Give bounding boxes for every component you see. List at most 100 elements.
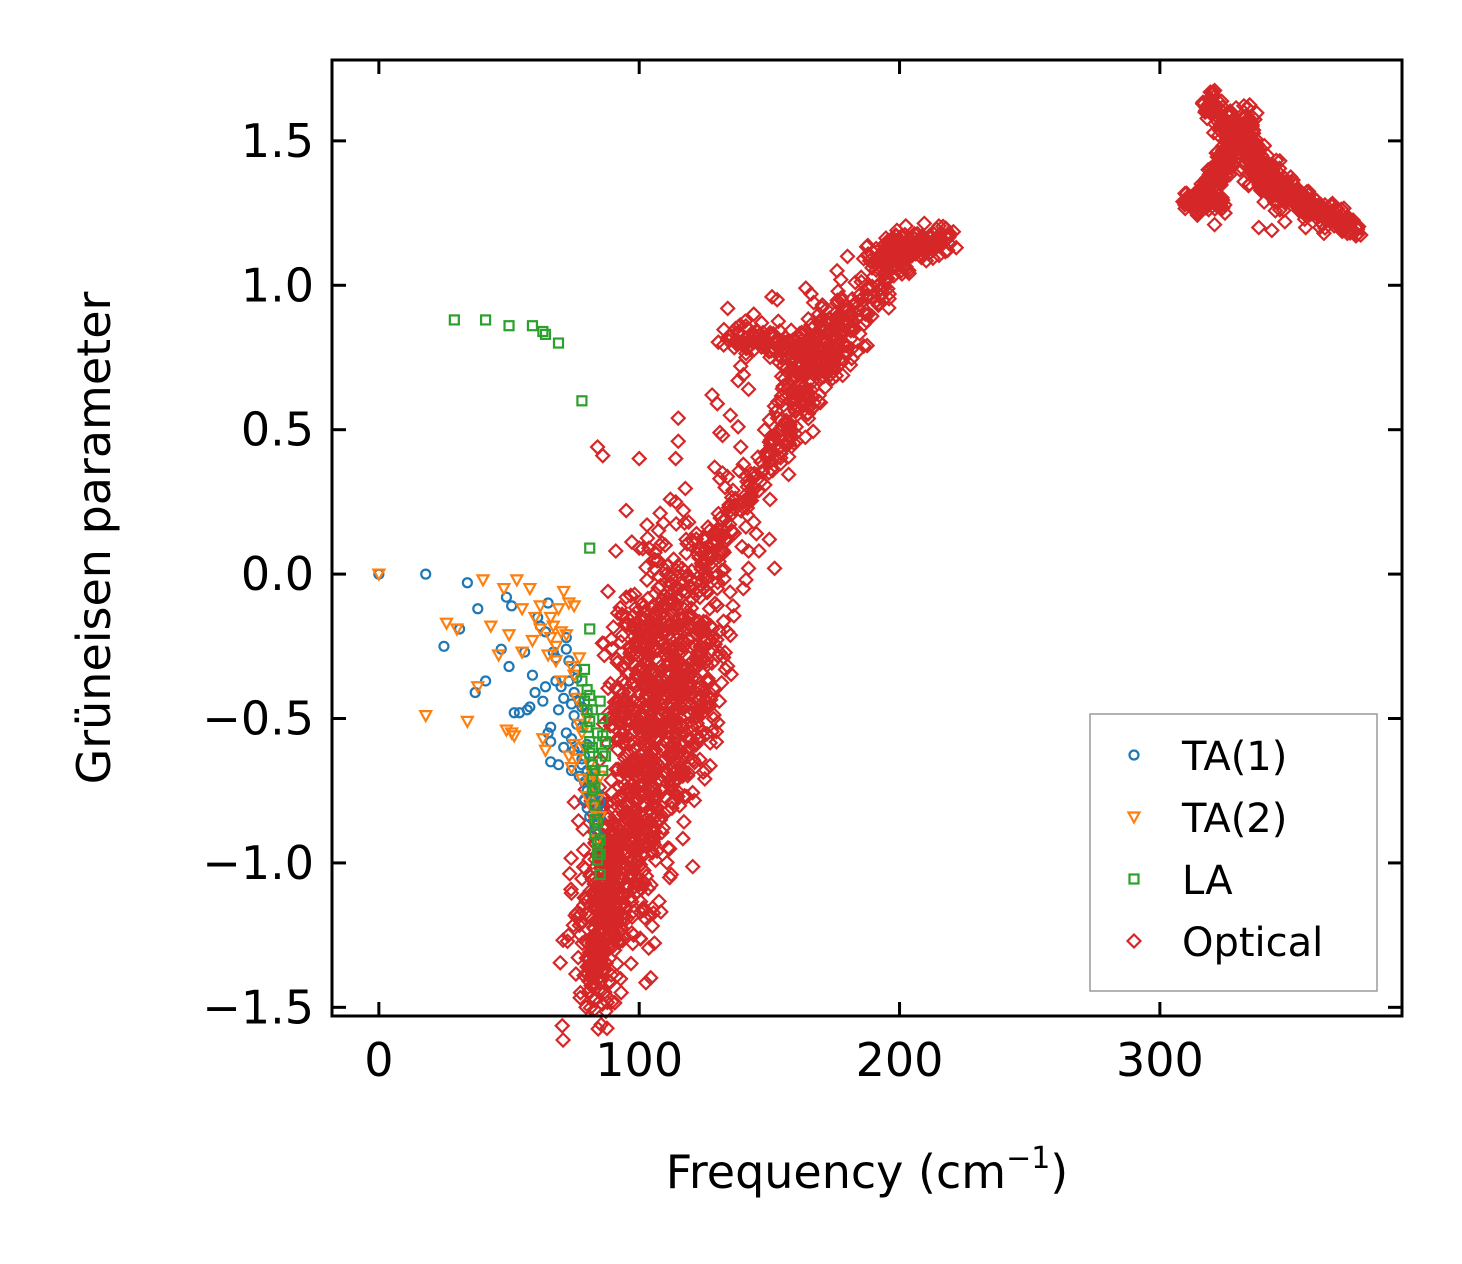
marker-optical [811,371,828,388]
marker-optical [715,336,732,354]
marker-optical [732,358,749,375]
legend: TA(1) TA(2) LA Optical [1089,713,1378,992]
marker-la [526,320,539,332]
marker-ta-2 [538,744,553,759]
marker-optical [670,410,687,427]
marker-optical [589,915,606,932]
marker-ta-2 [460,715,475,730]
marker-optical [638,572,656,589]
marker-optical [780,466,797,483]
marker-ta-2 [491,649,506,663]
marker-optical [655,717,672,734]
marker-la [591,727,604,739]
marker-optical [695,580,712,597]
marker-optical [627,599,644,616]
marker-optical [627,807,644,824]
marker-optical [642,969,659,986]
marker-optical [1315,225,1332,242]
marker-optical [624,853,641,870]
marker-optical [562,881,580,898]
marker-optical [701,522,718,539]
marker-ta-1 [542,597,554,609]
marker-la [589,764,601,777]
marker-optical [633,785,650,802]
marker-la [539,328,552,340]
marker-optical [670,433,687,450]
marker-optical [843,350,860,367]
marker-optical [1284,172,1302,189]
marker-optical [616,777,633,794]
marker-optical [670,643,687,660]
marker-optical [684,858,701,875]
marker-optical [1196,95,1213,112]
marker-optical [705,628,722,645]
marker-optical [752,473,769,490]
marker-optical [701,684,718,701]
marker-optical [664,615,681,632]
marker-optical [632,685,649,702]
marker-la [586,759,598,771]
marker-ta-1 [508,707,520,719]
marker-optical [667,450,684,467]
marker-optical [619,862,636,879]
marker-optical [691,618,708,635]
marker-la [599,736,611,748]
marker-optical [657,562,674,579]
marker-optical [737,571,754,588]
marker-optical [696,551,713,568]
marker-optical [761,531,778,548]
marker-optical [654,779,671,796]
marker-optical [710,566,727,583]
x-tick-label: 200 [856,1033,944,1087]
marker-optical [714,427,731,444]
marker-optical [800,354,817,371]
marker-optical [618,589,635,606]
marker-optical [585,929,602,946]
marker-optical [1266,158,1283,175]
marker-optical [1212,118,1229,135]
marker-optical [623,725,640,742]
marker-optical [677,620,694,638]
marker-optical [701,600,718,617]
marker-optical [897,258,914,275]
marker-optical [591,974,608,991]
marker-optical [597,909,614,926]
legend-label-ta-2: TA(2) [1181,796,1287,842]
marker-optical [640,939,657,957]
marker-optical [769,291,786,308]
marker-optical [623,534,640,551]
marker-optical [633,622,650,639]
y-tick-label: 0.5 [241,403,314,457]
marker-la [552,337,565,349]
marker-optical [1228,99,1245,116]
marker-optical [607,542,624,560]
marker-optical [612,970,629,987]
marker-optical [719,623,736,640]
marker-optical [737,467,754,484]
marker-optical [732,334,749,352]
marker-optical [823,323,840,340]
marker-optical [880,299,897,316]
marker-optical [668,787,685,804]
marker-optical [600,896,617,914]
marker-optical [839,248,856,265]
marker-optical [625,823,642,840]
marker-la [594,848,606,860]
marker-optical [741,492,758,509]
marker-ta-2 [439,617,454,631]
marker-optical [627,634,645,651]
marker-optical [1205,191,1222,208]
marker-optical [661,771,679,788]
marker-optical [672,743,689,760]
plot-frame [330,58,1404,1018]
marker-optical [735,335,752,352]
marker-ta-2 [514,646,530,660]
marker-optical [802,285,820,303]
marker-optical [675,502,692,519]
marker-optical [659,803,676,820]
marker-optical [714,464,731,482]
marker-optical [1216,205,1234,222]
marker-la [589,799,601,811]
marker-ta-2 [566,600,582,614]
marker-ta-2 [501,629,517,643]
